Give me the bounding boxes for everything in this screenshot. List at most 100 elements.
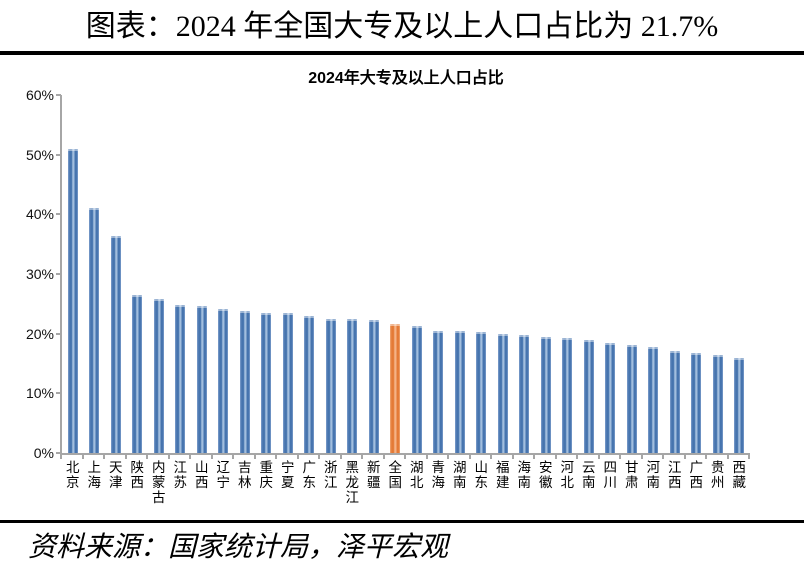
x-axis-tick <box>210 455 213 459</box>
source-note: 资料来源：国家统计局，泽平宏观 <box>28 532 449 563</box>
x-axis-tick <box>554 455 557 459</box>
x-axis-tick <box>382 455 385 459</box>
x-axis-tick <box>447 455 449 459</box>
x-axis-tick <box>619 455 621 459</box>
x-tick-label: 重 庆 <box>259 460 274 490</box>
bar-湖南 <box>454 331 465 453</box>
x-axis-tick <box>275 455 277 459</box>
bar-青海 <box>433 331 444 453</box>
x-tick-label: 河 南 <box>646 460 661 490</box>
x-axis-tick <box>425 455 428 459</box>
x-axis-tick <box>597 455 600 459</box>
bar-海南 <box>519 334 530 453</box>
x-tick-label: 广 西 <box>689 460 704 490</box>
y-axis-tick <box>56 153 61 156</box>
bar-山东 <box>476 331 487 453</box>
x-tick-label: 宁 夏 <box>281 460 295 490</box>
y-axis-label: 50% <box>25 146 54 163</box>
x-tick-label: 西 藏 <box>732 460 747 490</box>
x-axis-tick <box>705 455 707 459</box>
x-axis-tick <box>748 455 750 459</box>
y-axis-line <box>60 95 62 453</box>
x-tick-label: 四 川 <box>603 460 618 490</box>
bar-福建 <box>497 334 508 453</box>
y-axis-label: 0% <box>33 445 54 461</box>
x-tick-label: 江 苏 <box>173 460 188 490</box>
x-tick-label: 安 徽 <box>539 460 553 490</box>
bar-安徽 <box>540 336 551 453</box>
x-axis-line <box>60 453 750 455</box>
x-axis-tick <box>726 455 729 459</box>
y-axis-label: 60% <box>25 87 54 103</box>
x-axis-tick <box>640 455 643 459</box>
y-axis-tick <box>56 332 61 335</box>
x-axis-tick <box>339 455 342 459</box>
x-tick-label: 内 蒙 古 <box>152 460 166 505</box>
x-axis-tick <box>146 455 148 459</box>
y-axis-label: 30% <box>25 266 54 282</box>
y-axis-tick <box>56 273 61 275</box>
bar-四川 <box>605 342 616 453</box>
x-tick-label: 湖 南 <box>453 460 467 490</box>
x-axis-tick <box>318 455 320 459</box>
x-tick-label: 天 津 <box>109 460 123 490</box>
x-tick-label: 山 西 <box>195 460 209 490</box>
x-tick-label: 黑 龙 江 <box>345 460 360 505</box>
y-axis-tick <box>56 392 61 395</box>
x-axis-tick <box>576 455 578 459</box>
bar-河南 <box>648 346 659 453</box>
x-axis-tick <box>167 455 170 459</box>
x-axis-tick <box>189 455 191 459</box>
document-title: 图表：2024 年全国大专及以上人口占比为 21.7% <box>85 10 719 43</box>
x-tick-label: 辽 宁 <box>216 460 231 490</box>
x-axis-tick <box>103 455 105 459</box>
bar-浙江 <box>325 319 336 453</box>
y-axis-tick <box>56 213 61 216</box>
bar-山西 <box>196 306 207 453</box>
bar-贵州 <box>712 355 723 453</box>
y-axis-tick <box>56 94 61 96</box>
bar-江苏 <box>175 305 186 453</box>
top-divider <box>0 51 804 55</box>
bar-甘肃 <box>626 345 637 453</box>
y-axis-label: 10% <box>25 385 54 402</box>
bar-宁夏 <box>282 313 293 453</box>
x-axis-tick <box>490 455 492 459</box>
x-tick-label: 甘 肃 <box>625 460 639 490</box>
x-axis-tick <box>81 455 84 459</box>
bar-陕西 <box>132 295 143 453</box>
bar-江西 <box>669 350 680 453</box>
bar-辽宁 <box>218 309 229 453</box>
bar-上海 <box>89 208 100 453</box>
x-axis-tick <box>511 455 514 459</box>
x-axis-tick <box>60 455 62 459</box>
bar-天津 <box>110 236 121 453</box>
bar-重庆 <box>261 312 272 453</box>
x-axis-tick <box>253 455 256 459</box>
x-tick-label: 河 北 <box>560 460 575 490</box>
x-axis-tick <box>468 455 471 459</box>
x-tick-label: 江 西 <box>668 460 682 490</box>
bar-吉林 <box>239 310 250 453</box>
x-axis-tick <box>404 455 406 459</box>
x-tick-label: 湖 北 <box>410 460 424 490</box>
bar-云南 <box>583 339 594 453</box>
y-axis-tick <box>56 452 61 454</box>
bar-内蒙古 <box>153 299 164 453</box>
x-axis-tick <box>683 455 686 459</box>
x-tick-label: 山 东 <box>474 460 489 490</box>
x-axis-tick <box>662 455 664 459</box>
x-tick-label: 浙 江 <box>324 460 338 490</box>
x-tick-label: 全 国 <box>388 460 403 490</box>
y-axis-label: 20% <box>25 325 54 342</box>
bar-黑龙江 <box>347 319 358 453</box>
x-tick-label: 福 建 <box>496 460 510 490</box>
x-tick-label: 青 海 <box>431 460 446 490</box>
bar-全国 <box>390 323 401 453</box>
bar-湖北 <box>411 325 422 453</box>
x-axis-tick <box>533 455 535 459</box>
bar-新疆 <box>368 319 379 453</box>
x-tick-label: 北 京 <box>66 460 80 490</box>
bar-北京 <box>67 148 78 453</box>
